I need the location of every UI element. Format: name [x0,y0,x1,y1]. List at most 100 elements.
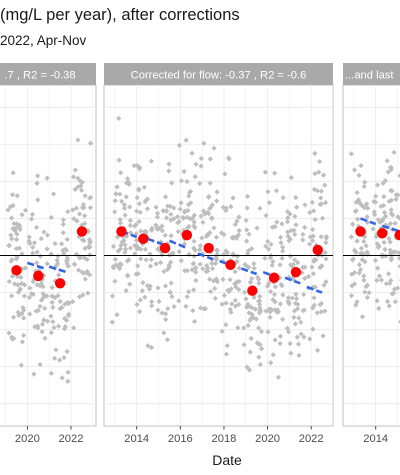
raw-observation-point [236,214,242,220]
raw-observation-point [125,273,131,279]
raw-observation-point [184,294,190,300]
raw-observation-point [57,298,63,305]
raw-observation-point [244,364,250,370]
raw-observation-point [38,280,44,286]
raw-observation-point [354,190,360,196]
raw-observation-point [258,346,265,352]
raw-observation-point [13,246,19,252]
raw-observation-point [360,250,366,256]
raw-observation-point [10,226,16,232]
raw-observation-point [48,313,54,319]
raw-observation-point [386,271,392,277]
raw-observation-point [245,322,251,329]
raw-observation-point [61,354,67,361]
raw-observation-point [396,255,400,261]
raw-observation-point [378,203,384,210]
raw-observation-point [292,321,298,327]
raw-observation-point [112,256,118,262]
raw-observation-point [385,169,391,175]
raw-observation-point [6,242,12,249]
raw-observation-point [321,282,327,288]
raw-observation-point [257,298,263,304]
raw-observation-point [292,257,298,263]
raw-observation-point [256,280,262,287]
raw-observation-point [15,282,21,288]
raw-observation-point [371,198,377,205]
x-tick-label: 2018 [212,433,237,445]
raw-observation-point [317,302,323,308]
raw-observation-point [230,235,236,241]
raw-observation-point [397,264,400,269]
raw-observation-point [246,310,252,316]
trend-segment [147,237,164,246]
raw-observation-point [269,262,275,268]
raw-observation-point [171,216,177,222]
raw-observation-point [168,280,174,286]
raw-observation-point [168,259,174,265]
raw-observation-point [41,293,48,299]
raw-observation-point [153,222,159,228]
raw-observation-point [244,205,250,211]
trend-segment [48,265,68,274]
raw-observation-point [56,357,63,363]
raw-observation-point [244,227,250,233]
raw-observation-point [243,217,249,224]
raw-observation-point [170,250,176,256]
raw-observation-point [82,193,88,199]
raw-observation-point [40,283,46,290]
raw-observation-point [373,193,379,199]
raw-observation-point [71,325,77,331]
raw-observation-point [41,317,47,323]
raw-observation-point [392,220,398,227]
raw-observation-point [64,300,71,306]
raw-observation-point [372,212,378,218]
raw-observation-point [301,291,307,298]
raw-observation-point [72,186,78,192]
raw-observation-point [381,194,387,200]
raw-observation-point [312,170,318,177]
raw-observation-point [268,289,274,295]
chart-title: (mg/L per year), after corrections [0,6,240,24]
raw-observation-point [388,207,394,213]
raw-observation-point [6,278,12,285]
raw-observation-point [246,303,252,310]
raw-observation-point [358,163,364,169]
x-tick-label: 2014 [124,433,149,445]
raw-observation-point [29,211,35,217]
raw-observation-point [257,305,263,311]
annual-mean-point [355,226,366,237]
raw-observation-point [388,277,394,284]
raw-observation-point [42,305,48,311]
raw-observation-point [251,265,257,271]
raw-observation-point [374,298,380,304]
raw-observation-point [257,341,263,348]
raw-observation-point [213,257,220,263]
raw-observation-point [265,189,271,195]
raw-observation-point [301,334,307,340]
raw-observation-point [191,238,197,244]
raw-observation-point [142,294,148,300]
raw-observation-point [169,180,175,186]
raw-observation-point [310,227,316,233]
raw-observation-point [193,161,199,167]
annual-mean-point [11,265,22,276]
raw-observation-point [199,235,205,241]
raw-observation-point [154,214,161,220]
raw-observation-point [262,255,268,261]
raw-observation-point [121,237,127,244]
raw-observation-point [9,236,15,242]
raw-observation-point [256,325,262,331]
raw-observation-point [278,281,284,288]
annual-mean-point [138,233,149,245]
raw-observation-point [302,275,308,281]
raw-observation-point [364,282,371,288]
raw-observation-point [121,205,128,211]
raw-observation-point [162,283,169,289]
raw-observation-point [382,246,388,252]
raw-observation-point [265,238,271,245]
raw-observation-point [211,225,217,231]
raw-observation-point [86,236,92,243]
raw-observation-point [310,305,316,311]
raw-observation-point [236,265,242,271]
raw-observation-point [310,271,317,277]
